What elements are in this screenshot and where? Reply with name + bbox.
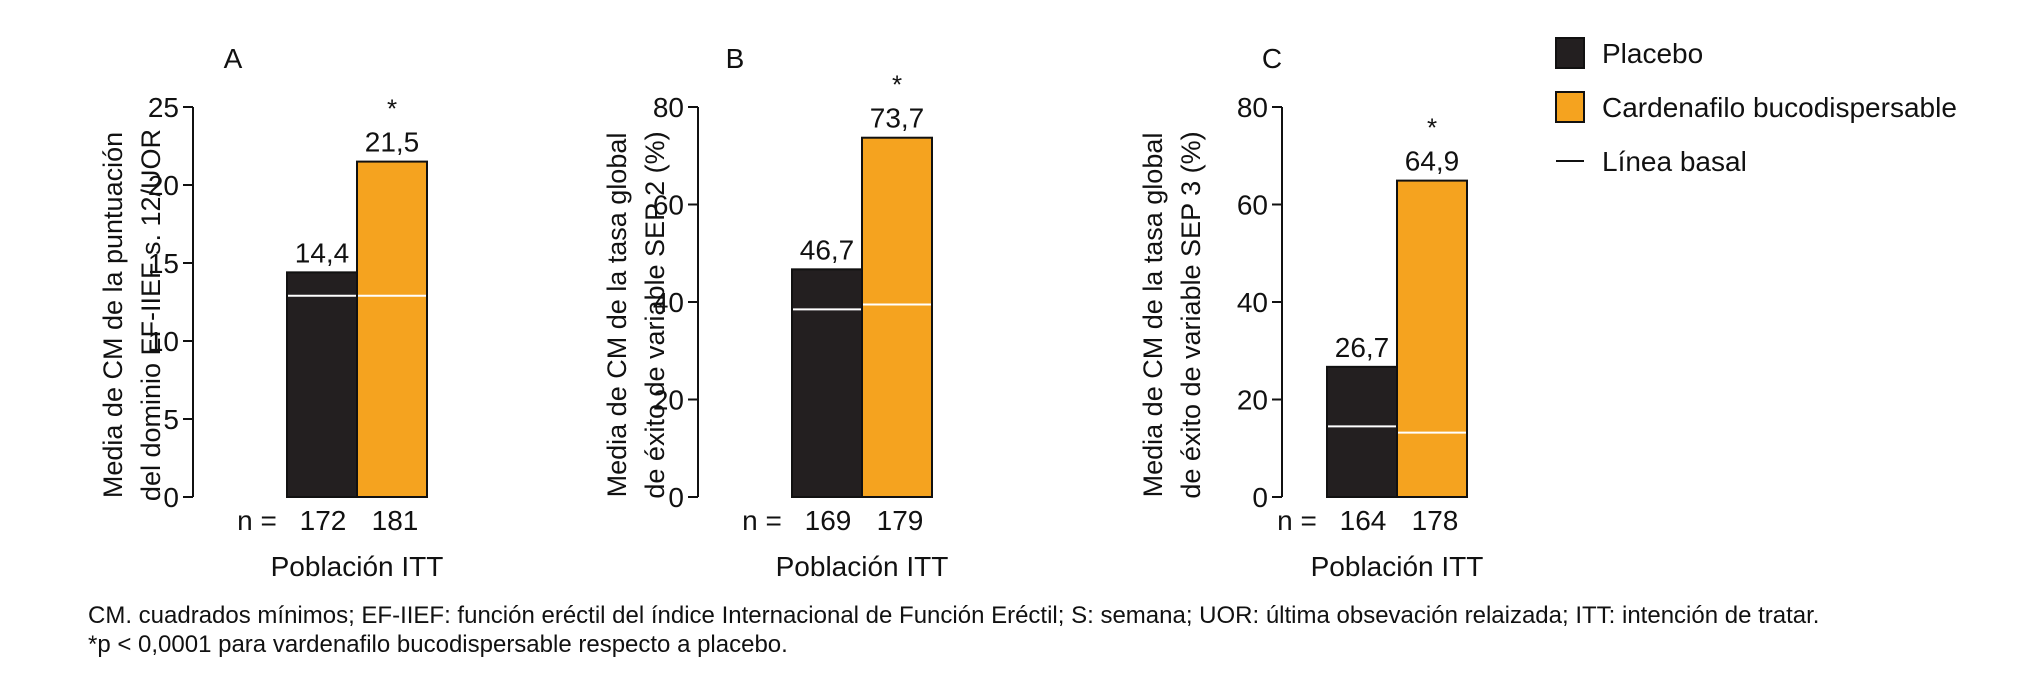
n-count-label: 179 bbox=[877, 505, 924, 536]
y-axis-label: Media de CM de la tasa global bbox=[602, 133, 632, 498]
bar-placebo bbox=[791, 268, 863, 498]
y-axis-label: de éxito de variable SEP 2 (%) bbox=[640, 131, 670, 498]
bar-value-label: 26,7 bbox=[1335, 332, 1390, 363]
significance-marker: * bbox=[387, 94, 397, 124]
y-tick-label: 0 bbox=[163, 482, 179, 513]
bar-placebo bbox=[1326, 365, 1398, 498]
panel-b: B Media de CM de la tasa global de éxito d… bbox=[602, 43, 948, 582]
n-count-label: 181 bbox=[372, 505, 419, 536]
y-tick-label: 40 bbox=[653, 287, 684, 318]
legend-swatch-cardenafilo bbox=[1555, 91, 1585, 123]
n-count-label: 178 bbox=[1412, 505, 1459, 536]
footnote-significance: *p < 0,0001 para vardenafilo bucodispers… bbox=[88, 631, 788, 658]
panel-a: A Media de CM de la puntuación del dominio… bbox=[98, 43, 443, 582]
bar-value-label: 64,9 bbox=[1405, 146, 1460, 177]
bar-cardenafilo bbox=[861, 136, 933, 498]
n-prefix-label: n = bbox=[742, 505, 782, 536]
footnote-abbreviations: CM. cuadrados mínimos; EF-IIEF: función … bbox=[88, 602, 1820, 629]
legend-label: Línea basal bbox=[1602, 146, 1747, 177]
y-tick-label: 0 bbox=[1252, 482, 1268, 513]
panel-letter: A bbox=[224, 43, 243, 74]
y-tick-label: 5 bbox=[163, 404, 179, 435]
n-count-label: 172 bbox=[300, 505, 347, 536]
y-tick-label: 10 bbox=[148, 326, 179, 357]
y-axis-label: Media de CM de la puntuación bbox=[98, 132, 128, 498]
y-tick-label: 0 bbox=[668, 482, 684, 513]
bar-cardenafilo bbox=[1396, 179, 1468, 499]
bar-value-label: 21,5 bbox=[365, 127, 420, 158]
y-tick-label: 60 bbox=[653, 190, 684, 221]
y-tick-label: 20 bbox=[1237, 385, 1268, 416]
x-axis-label: Población ITT bbox=[776, 551, 949, 582]
y-tick-label: 40 bbox=[1237, 287, 1268, 318]
panel-c: C Media de CM de la tasa global de éxito d… bbox=[1138, 43, 1483, 582]
bar-value-label: 46,7 bbox=[800, 234, 855, 265]
bar-value-label: 14,4 bbox=[295, 237, 350, 268]
n-count-label: 169 bbox=[805, 505, 852, 536]
y-axis-label: de éxito de variable SEP 3 (%) bbox=[1176, 131, 1206, 498]
y-tick-label: 15 bbox=[148, 248, 179, 279]
y-tick-label: 20 bbox=[148, 170, 179, 201]
panel-letter: B bbox=[726, 43, 745, 74]
legend: Placebo Cardenafilo bucodispersable Línea … bbox=[1555, 37, 1957, 177]
y-tick-label: 20 bbox=[653, 385, 684, 416]
legend-swatch-placebo bbox=[1555, 37, 1585, 69]
y-tick-label: 25 bbox=[148, 92, 179, 123]
x-axis-label: Población ITT bbox=[1311, 551, 1484, 582]
bar-placebo bbox=[286, 271, 358, 498]
significance-marker: * bbox=[1427, 113, 1437, 143]
n-prefix-label: n = bbox=[1277, 505, 1317, 536]
y-tick-label: 60 bbox=[1237, 190, 1268, 221]
bar-value-label: 73,7 bbox=[870, 103, 925, 134]
significance-marker: * bbox=[892, 70, 902, 100]
bar-cardenafilo bbox=[356, 160, 428, 498]
x-axis-label: Población ITT bbox=[271, 551, 444, 582]
n-prefix-label: n = bbox=[237, 505, 277, 536]
legend-label: Placebo bbox=[1602, 38, 1703, 69]
y-axis-label: Media de CM de la tasa global bbox=[1138, 133, 1168, 498]
legend-label: Cardenafilo bucodispersable bbox=[1602, 92, 1957, 123]
y-tick-label: 80 bbox=[653, 92, 684, 123]
y-axis-label: del dominio EF-IIEF s. 12/UOR bbox=[136, 129, 166, 501]
n-count-label: 164 bbox=[1340, 505, 1387, 536]
y-tick-label: 80 bbox=[1237, 92, 1268, 123]
panel-letter: C bbox=[1262, 43, 1282, 74]
